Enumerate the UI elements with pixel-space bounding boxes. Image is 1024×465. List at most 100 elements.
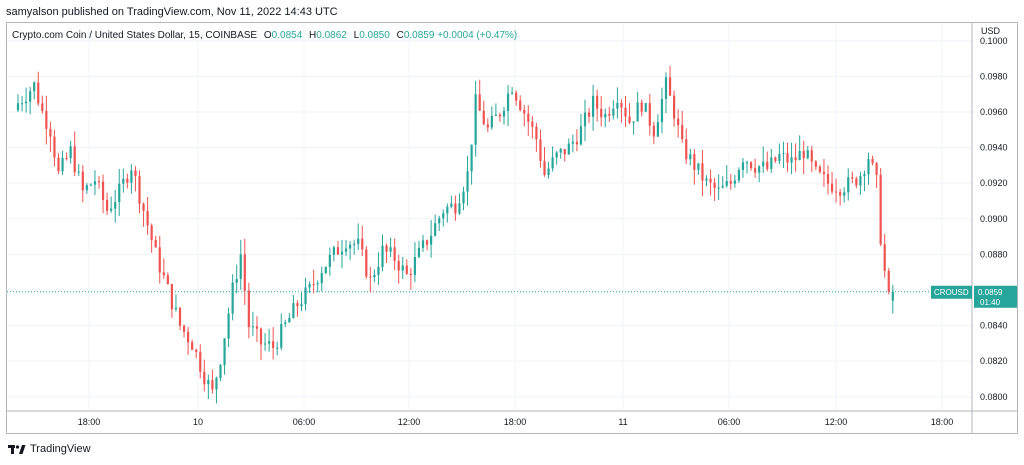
candle-body — [421, 240, 425, 248]
y-tick-label: 0.0800 — [980, 392, 1008, 402]
candle-body — [620, 103, 623, 108]
close-label: C — [396, 30, 404, 41]
candle-body — [875, 163, 878, 175]
candle-body — [397, 260, 400, 271]
grid-lines — [7, 23, 972, 411]
candle-body — [478, 94, 481, 111]
candle-body — [466, 171, 469, 192]
candle-body — [867, 159, 870, 175]
candle-body — [486, 124, 489, 128]
candle-body — [458, 203, 461, 214]
candle-body — [847, 177, 850, 193]
candle-body — [118, 183, 121, 203]
price-chart[interactable]: 0.08000.08200.08400.08600.08800.09000.09… — [7, 23, 1017, 433]
candle-body — [745, 162, 749, 164]
candle-body — [887, 270, 890, 292]
candle-body — [316, 283, 319, 285]
candle-body — [782, 153, 785, 155]
candle-body — [203, 371, 206, 385]
candle-body — [798, 151, 801, 161]
candle-body — [567, 143, 570, 155]
candle-body — [616, 103, 619, 109]
y-tick-label: 0.0900 — [980, 214, 1008, 224]
candle-body — [130, 170, 133, 183]
candle-body — [644, 103, 647, 112]
candle-body — [462, 191, 465, 204]
candle-body — [527, 113, 530, 122]
x-tick-label: 18:00 — [504, 417, 527, 427]
candle-body — [519, 100, 522, 110]
candle-body — [559, 148, 562, 153]
candle-body — [20, 103, 24, 105]
candle-body — [16, 103, 20, 111]
candle-body — [729, 181, 732, 184]
candle-body — [235, 278, 238, 283]
candle-body — [863, 174, 866, 177]
candle-body — [110, 208, 113, 211]
candle-body — [336, 247, 340, 255]
candle-body — [494, 114, 497, 116]
candle-body — [134, 170, 137, 176]
x-tick-label: 06:00 — [293, 417, 316, 427]
candle-body — [470, 144, 473, 172]
candle-body — [879, 174, 882, 245]
candle-body — [284, 322, 287, 324]
open-value: 0.0854 — [271, 30, 303, 41]
candle-body — [697, 163, 700, 170]
chart-legend: Crypto.com Coin / United States Dollar, … — [12, 30, 517, 41]
candle-body — [762, 161, 765, 167]
candle-body — [535, 126, 538, 140]
candle-body — [101, 181, 105, 200]
candle-body — [835, 191, 838, 193]
candle-body — [652, 125, 655, 137]
symbol-title[interactable]: Crypto.com Coin / United States Dollar, … — [12, 30, 258, 41]
candle-body — [442, 213, 445, 219]
price-axis[interactable]: 0.08000.08200.08400.08600.08800.09000.09… — [971, 23, 1008, 433]
candle-body — [741, 162, 745, 170]
candle-body — [357, 238, 360, 244]
candle-body — [361, 238, 364, 250]
candle-body — [182, 325, 186, 332]
candle-body — [259, 328, 263, 345]
candle-body — [401, 265, 404, 271]
candle-body — [604, 113, 607, 118]
candle-body — [685, 139, 688, 160]
candle-body — [709, 178, 712, 183]
candle-body — [891, 291, 894, 301]
badge-ticker: CROUSD — [934, 288, 969, 297]
candle-body — [733, 180, 736, 184]
candle-body — [174, 307, 178, 310]
y-tick-label: 0.1000 — [980, 36, 1008, 46]
candle-body — [320, 273, 323, 284]
candle-body — [239, 254, 242, 279]
time-axis[interactable]: 18:00 10 06:00 12:00 18:00 11 06:00 12:00 18:00 — [7, 410, 1017, 427]
candle-body — [247, 290, 250, 328]
candle-body — [93, 181, 97, 185]
high-value: 0.0862 — [316, 30, 347, 41]
candle-body — [77, 171, 80, 173]
chart-frame[interactable]: 0.08000.08200.08400.08600.08800.09000.09… — [6, 22, 1018, 434]
candle-body — [417, 247, 421, 257]
candle-body — [571, 141, 574, 144]
candle-body — [547, 168, 550, 175]
candle-body — [280, 323, 283, 348]
candle-body — [583, 112, 587, 127]
badge-countdown: 01:40 — [980, 298, 1001, 307]
open-label: O — [263, 30, 272, 41]
candle-body — [37, 82, 40, 104]
badge-price-box — [974, 285, 1017, 308]
candle-body — [353, 243, 356, 245]
publisher-line: samyalson published on TradingView.com, … — [6, 6, 338, 18]
candle-body — [45, 110, 48, 129]
candle-body — [624, 107, 627, 117]
candle-body — [191, 342, 194, 350]
candle-body — [146, 210, 149, 226]
candle-body — [369, 276, 372, 278]
candle-body — [405, 265, 408, 274]
candle-body — [122, 178, 125, 184]
candle-body — [199, 351, 202, 372]
candle-body — [243, 254, 246, 291]
candle-body — [774, 157, 777, 161]
candle-body — [393, 247, 396, 261]
candle-body — [640, 102, 643, 112]
